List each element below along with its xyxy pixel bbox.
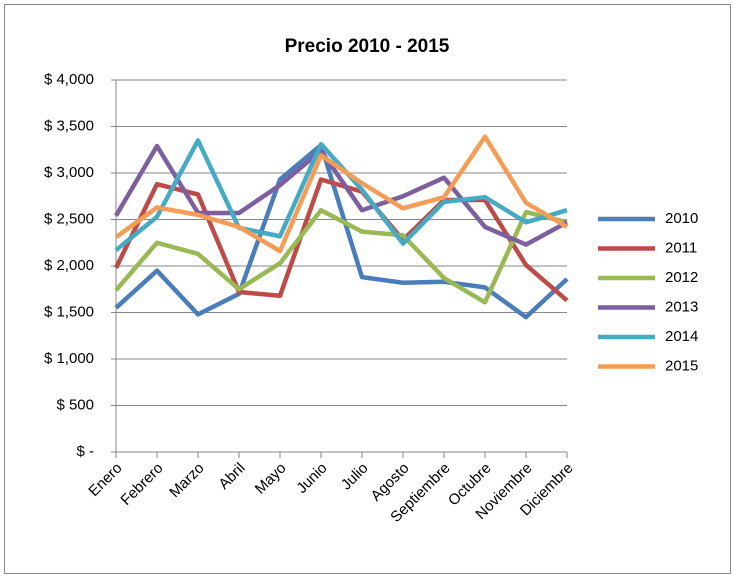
y-tick-label: $ 3,500 bbox=[44, 117, 94, 134]
y-tick-label: $ 3,000 bbox=[44, 164, 94, 181]
y-tick-label: $ 2,000 bbox=[44, 257, 94, 274]
series-line bbox=[114, 207, 568, 305]
legend-label: 2014 bbox=[665, 328, 698, 345]
legend-label: 2012 bbox=[665, 269, 698, 286]
chart-border bbox=[4, 4, 731, 574]
y-tick-label: $ 1,000 bbox=[44, 350, 94, 367]
series-line bbox=[114, 143, 569, 247]
y-tick-label: $ 500 bbox=[56, 396, 94, 413]
y-tick-label: $ 4,000 bbox=[44, 71, 94, 88]
chart-title: Precio 2010 - 2015 bbox=[285, 36, 450, 57]
series-line bbox=[114, 134, 569, 254]
y-tick-label: $ 2,500 bbox=[44, 210, 94, 227]
y-tick-label: $ 1,500 bbox=[44, 303, 94, 320]
series-line bbox=[113, 177, 569, 303]
legend-label: 2011 bbox=[665, 239, 697, 256]
legend-label: 2010 bbox=[665, 210, 698, 227]
y-tick-label: $ - bbox=[76, 443, 94, 460]
legend-label: 2013 bbox=[665, 298, 698, 315]
legend-label: 2015 bbox=[665, 357, 698, 374]
